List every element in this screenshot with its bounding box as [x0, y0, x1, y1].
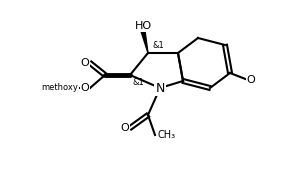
- Text: O: O: [81, 58, 89, 68]
- Text: &1: &1: [152, 41, 164, 50]
- Text: N: N: [155, 81, 165, 94]
- Text: methoxy: methoxy: [41, 83, 78, 92]
- Polygon shape: [141, 31, 148, 53]
- Text: O: O: [121, 123, 129, 133]
- Text: O: O: [247, 75, 255, 85]
- Text: CH₃: CH₃: [158, 130, 176, 140]
- Text: &1: &1: [132, 78, 144, 87]
- Text: HO: HO: [134, 21, 152, 31]
- Text: O: O: [81, 83, 89, 93]
